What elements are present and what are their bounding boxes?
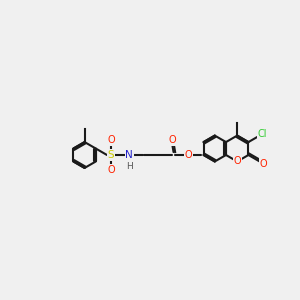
Text: Cl: Cl (258, 129, 267, 139)
Text: O: O (184, 150, 192, 160)
Text: H: H (127, 162, 133, 171)
Text: N: N (125, 150, 133, 160)
Text: O: O (233, 157, 241, 166)
Text: O: O (168, 135, 176, 145)
Text: S: S (108, 150, 114, 160)
Text: O: O (260, 159, 268, 169)
Text: O: O (107, 165, 115, 175)
Text: O: O (107, 135, 115, 145)
